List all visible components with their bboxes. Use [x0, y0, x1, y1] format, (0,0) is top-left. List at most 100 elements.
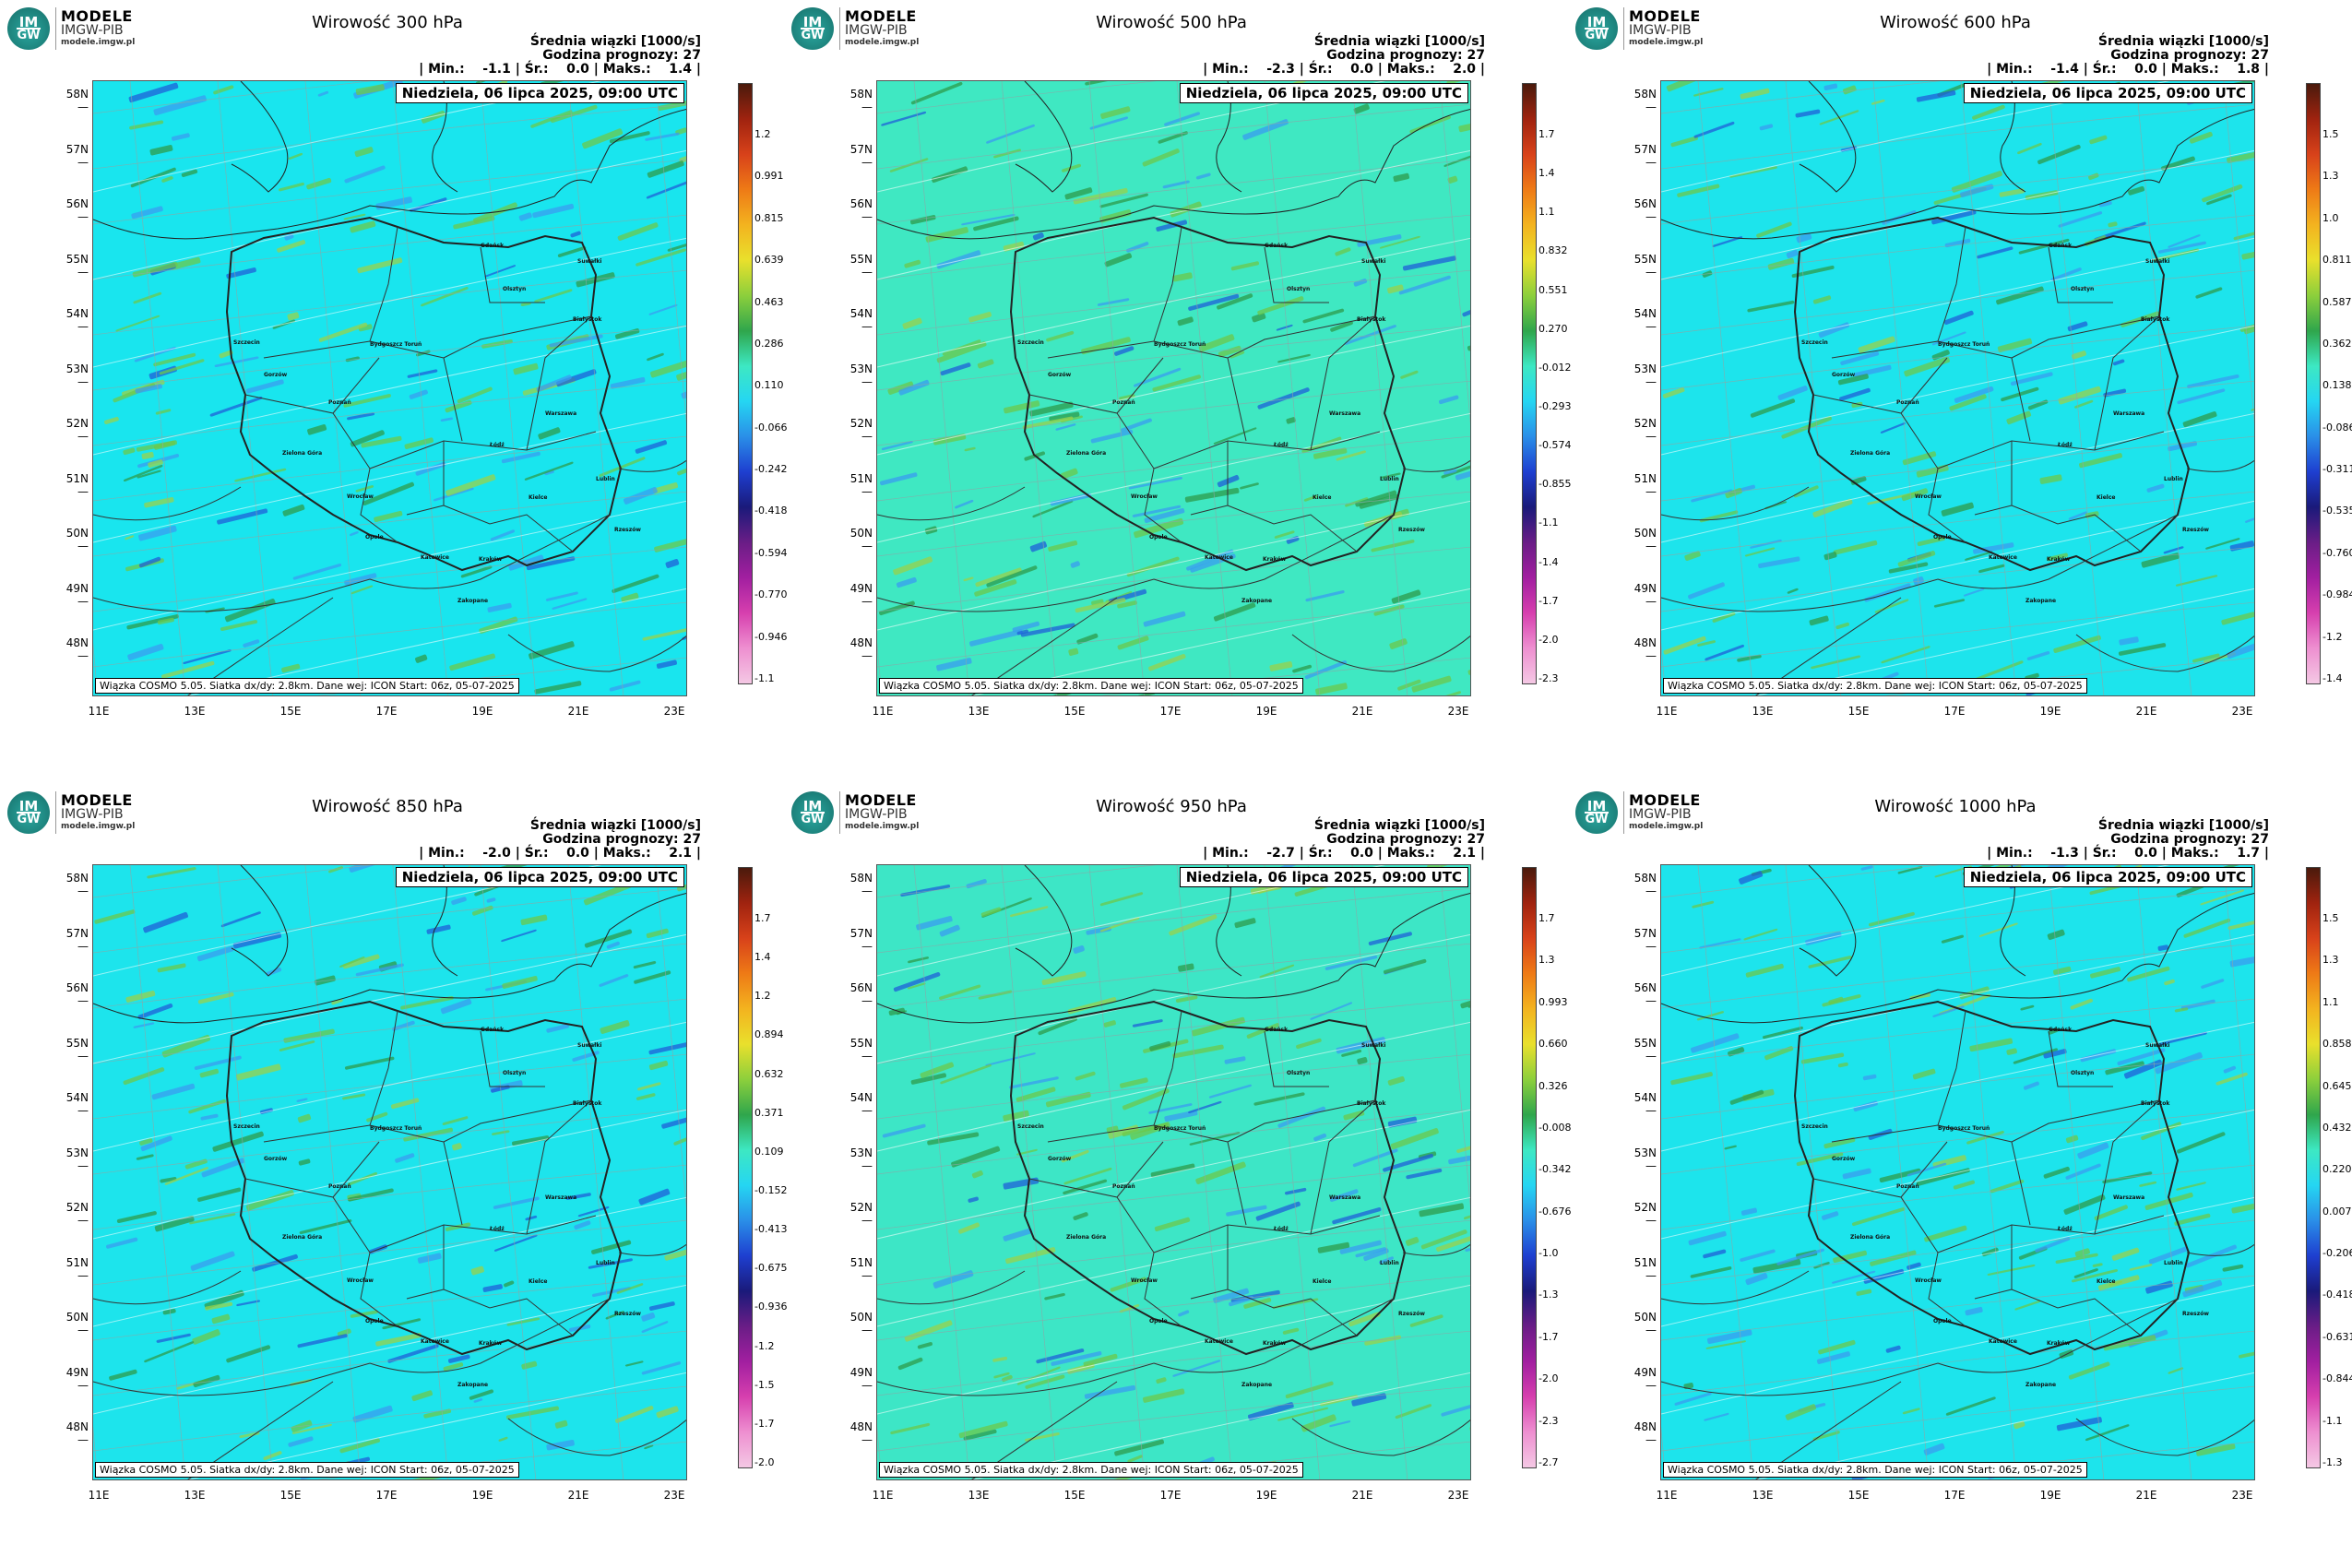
model-info-box: Wiązka COSMO 5.05. Siatka dx/dy: 2.8km. … [1663, 1462, 2087, 1478]
city-label: Suwałki [577, 1042, 602, 1049]
city-label: Szczecin [1801, 339, 1828, 346]
lon-tick-label: 13E [1752, 705, 1774, 718]
vorticity-streak [623, 486, 658, 505]
lat-tick-label: 57N— [849, 142, 873, 169]
vorticity-streak [1061, 468, 1078, 480]
voivodeship-border [2048, 246, 2113, 303]
vorticity-streak [445, 474, 496, 496]
vorticity-streak [908, 956, 930, 964]
subtitle: Średnia wiązki [1000/s] [1313, 818, 1485, 833]
vorticity-streak [605, 1311, 624, 1320]
city-label: Warszawa [545, 410, 577, 417]
vorticity-streak [1029, 401, 1074, 417]
city-label: Katowice [1989, 1338, 2017, 1345]
vorticity-streak [2229, 540, 2254, 552]
vorticity-streak [350, 1310, 378, 1318]
colorbar-tick-label: -1.7 [1538, 594, 1559, 607]
vorticity-streak [1387, 1075, 1405, 1086]
vorticity-streak [1805, 931, 1842, 945]
vorticity-streak [1177, 316, 1194, 327]
meridian-line [93, 642, 99, 695]
vorticity-streak [1224, 1056, 1246, 1064]
vorticity-streak [1469, 1416, 1470, 1431]
vorticity-streak [1343, 1110, 1365, 1121]
city-label: Kielce [2097, 1278, 2116, 1285]
city-label: Warszawa [545, 1194, 577, 1201]
colorbar-tick-label: -0.012 [1538, 361, 1572, 374]
vorticity-streak [1208, 1084, 1252, 1099]
vorticity-streak [1217, 474, 1240, 488]
voivodeship-border [2011, 441, 2142, 552]
lat-tick-label: 49N— [65, 581, 89, 608]
city-label: Gorzów [1832, 372, 1856, 378]
city-label: Katowice [1989, 554, 2017, 561]
vorticity-streak [2227, 147, 2254, 163]
lat-tick-label: 51N— [65, 1255, 89, 1282]
vorticity-streak [614, 1406, 654, 1423]
city-label: Rzeszów [1398, 1311, 1425, 1317]
city-label: Łódź [1274, 1226, 1289, 1232]
vorticity-streak [1282, 1327, 1300, 1335]
vorticity-streak [1965, 1306, 1983, 1316]
voivodeship-border [1264, 1030, 1329, 1087]
vorticity-map: Gdańsk Olsztyn Suwałki Białystok Szczecin Byd… [876, 80, 1471, 696]
city-label: Olsztyn [503, 1070, 527, 1076]
colorbar [2306, 83, 2321, 684]
lat-tick-label: 48N— [65, 1420, 89, 1446]
voivodeship-border [2011, 1225, 2142, 1336]
vorticity-streak [1969, 1038, 2013, 1052]
lat-tick-label: 57N— [65, 926, 89, 953]
vorticity-streak [1854, 364, 1892, 378]
vorticity-streak [641, 1321, 669, 1333]
vorticity-streak [350, 430, 385, 447]
vorticity-streak [239, 1431, 260, 1439]
subtitle: Średnia wiązki [1000/s] [529, 818, 701, 833]
stats-row: | Min.: -2.7 | Śr.: 0.0 | Maks.: 2.1 | [1203, 846, 1485, 861]
vorticity-streak [1874, 599, 1909, 613]
parallel-line [93, 325, 686, 391]
voivodeship-border [2011, 315, 2160, 359]
voivodeship-border [443, 441, 574, 552]
parallel-line [93, 998, 686, 1064]
colorbar-tick-label: 0.551 [1538, 283, 1568, 296]
city-label: Wrocław [1131, 493, 1158, 500]
panel-info: Średnia wiązki [1000/s] Godzina prognozy… [419, 819, 701, 861]
city-label: Poznań [328, 1183, 351, 1190]
vorticity-streak [971, 1170, 983, 1179]
colorbar-tick-label: -2.7 [1538, 1456, 1559, 1468]
vorticity-streak [963, 576, 974, 582]
forecast-hour: Godzina prognozy: 27 [542, 832, 701, 847]
vorticity-streak [1341, 1050, 1362, 1057]
vorticity-streak [1811, 655, 1861, 670]
vorticity-streak [350, 220, 376, 233]
meridian-line [1439, 81, 1470, 424]
vorticity-streak [1853, 1100, 1878, 1112]
colorbar-tick-label: -0.770 [754, 588, 788, 601]
voivodeship-border [1310, 1099, 1376, 1235]
geopotential-contour [971, 588, 1470, 695]
vorticity-streak [2200, 889, 2244, 906]
colorbar [738, 867, 753, 1468]
vorticity-streak [1842, 85, 1857, 95]
voivodeship-border [332, 357, 380, 414]
vorticity-streak [1149, 1040, 1171, 1051]
colorbar-tick-label: -0.418 [2322, 1289, 2352, 1301]
vorticity-streak [1999, 188, 2025, 197]
city-label: Bydgoszcz Toruń [1938, 1125, 1990, 1132]
vorticity-streak [1840, 351, 1880, 365]
country-border [877, 459, 1470, 695]
vorticity-streak [1420, 1229, 1467, 1250]
vorticity-streak [1255, 1201, 1301, 1221]
vorticity-streak [1213, 427, 1257, 445]
city-label: Lublin [596, 476, 615, 482]
vorticity-streak [526, 556, 576, 571]
vorticity-streak [443, 1362, 464, 1372]
colorbar-tick-label: 0.645 [2322, 1079, 2352, 1092]
colorbar-tick-label: 0.894 [754, 1028, 784, 1041]
lon-tick-label: 19E [1255, 1489, 1277, 1502]
vorticity-streak [1739, 871, 1764, 885]
lat-tick-label: 58N— [1633, 88, 1657, 113]
lat-tick-label: 56N— [849, 981, 873, 1007]
lon-tick-label: 23E [1447, 705, 1469, 718]
vorticity-streak [1941, 502, 1974, 517]
